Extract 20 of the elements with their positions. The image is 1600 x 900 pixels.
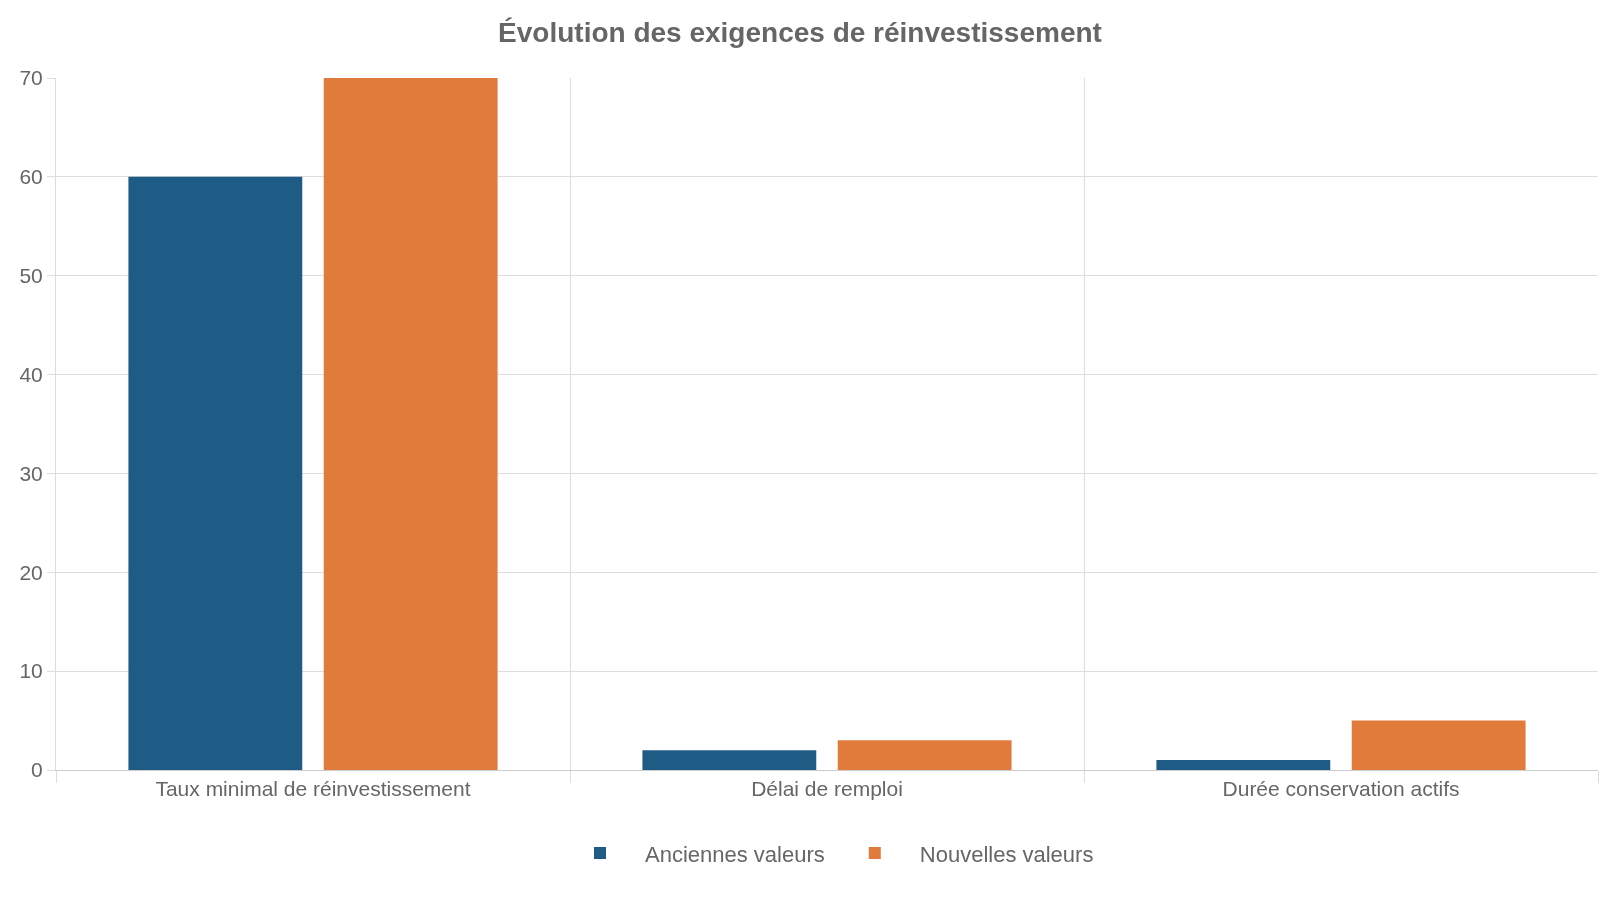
y-tick-label: 30 <box>19 461 43 485</box>
y-tick-label: 20 <box>19 560 43 584</box>
y-tick-label: 40 <box>19 362 43 386</box>
y-tick-label: 70 <box>19 66 43 90</box>
legend-label: Nouvelles valeurs <box>919 841 1094 867</box>
bar <box>837 740 1012 770</box>
bar <box>323 78 498 770</box>
bar <box>1156 760 1331 770</box>
x-tick-label: Taux minimal de réinvestissement <box>155 777 471 801</box>
y-tick-label: 60 <box>19 165 43 189</box>
legend-label: Anciennes valeurs <box>645 841 825 867</box>
y-tick-label: 0 <box>31 758 43 782</box>
y-tick-label: 50 <box>19 264 43 288</box>
bar <box>1351 720 1526 770</box>
chart-title: Évolution des exigences de réinvestissement <box>498 17 1102 49</box>
x-tick-label: Délai de remploi <box>751 777 903 801</box>
x-tick-label: Durée conservation actifs <box>1222 777 1460 801</box>
bar <box>128 176 303 770</box>
bar <box>642 750 817 770</box>
y-tick-label: 10 <box>19 659 43 683</box>
